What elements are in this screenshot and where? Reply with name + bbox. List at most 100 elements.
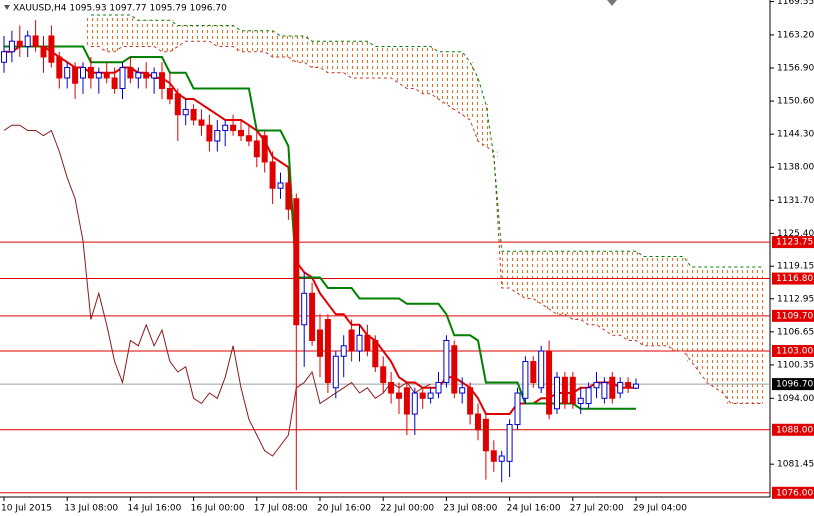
cloud xyxy=(450,51,459,110)
candle-body xyxy=(530,361,537,384)
y-tick-label: 1150.60 xyxy=(777,97,814,107)
candle-body xyxy=(554,376,560,410)
cloud xyxy=(284,35,293,57)
candle-body xyxy=(230,124,237,131)
cloud xyxy=(687,267,696,362)
level-label: 1103.00 xyxy=(776,347,813,357)
cloud xyxy=(695,267,704,373)
cloud xyxy=(742,267,751,404)
candle-body xyxy=(356,334,363,352)
y-tick-label: 1119.15 xyxy=(777,262,814,272)
candle-body xyxy=(633,383,639,389)
indicator-line xyxy=(4,45,636,410)
candle-body xyxy=(166,87,173,100)
cloud xyxy=(632,251,640,341)
level-label: 1088.00 xyxy=(776,425,813,435)
candle-body xyxy=(135,72,142,79)
candle-body xyxy=(435,382,442,394)
cloud xyxy=(576,251,585,320)
cloud xyxy=(434,51,443,99)
candle-body xyxy=(24,35,31,47)
candle-body xyxy=(190,108,197,121)
indicator-line xyxy=(90,14,763,268)
cloud xyxy=(410,46,419,89)
symbol-icon xyxy=(4,5,10,10)
candle-body xyxy=(569,376,576,405)
cloud xyxy=(260,30,269,52)
candle-body xyxy=(498,455,505,462)
candle-body xyxy=(348,329,355,352)
cloud xyxy=(276,35,285,57)
last-price-box xyxy=(772,378,814,391)
candle-body xyxy=(206,124,213,142)
y-tick-label: 1156.90 xyxy=(777,63,814,73)
level-label: 1109.70 xyxy=(776,311,813,321)
cloud xyxy=(237,30,245,52)
x-tick-label: 23 Jul 08:00 xyxy=(443,504,497,514)
candle-body xyxy=(16,40,23,47)
cloud xyxy=(600,251,609,331)
candle-body xyxy=(514,392,521,426)
cloud xyxy=(481,104,490,147)
cloud xyxy=(663,256,672,346)
candle-body xyxy=(301,292,308,326)
candle-body xyxy=(32,35,39,47)
cloud xyxy=(726,267,735,404)
x-tick-label: 22 Jul 00:00 xyxy=(380,504,434,514)
cloud xyxy=(521,251,530,299)
candle-body xyxy=(538,350,545,389)
level-label: 1076.00 xyxy=(776,488,813,498)
candle-body xyxy=(467,387,474,415)
cloud xyxy=(323,41,332,73)
cloud xyxy=(126,14,135,47)
cloud xyxy=(197,25,206,42)
cloud xyxy=(94,14,103,47)
y-tick-label: 1169.55 xyxy=(777,0,814,7)
cloud xyxy=(529,251,538,299)
cloud xyxy=(244,30,253,52)
candle-body xyxy=(403,387,410,415)
cloud xyxy=(458,51,467,115)
cloud xyxy=(418,46,427,94)
cloud xyxy=(213,25,222,47)
cloud xyxy=(758,267,767,404)
candle-body xyxy=(593,382,600,389)
candle-body xyxy=(625,382,632,389)
candle-body xyxy=(577,397,584,405)
cloud xyxy=(647,256,656,346)
cloud xyxy=(553,251,561,315)
candle-body xyxy=(451,345,458,394)
y-tick-label: 1106.65 xyxy=(777,327,814,337)
candle-body xyxy=(198,119,205,126)
candle-body xyxy=(87,66,94,79)
candle-body xyxy=(40,45,47,58)
candle-body xyxy=(245,135,252,142)
candle-body xyxy=(277,182,284,189)
cloud xyxy=(560,251,569,315)
cloud xyxy=(150,20,159,47)
cloud xyxy=(221,25,230,47)
candle-body xyxy=(482,418,489,452)
indicator-line xyxy=(3,124,431,457)
cloud xyxy=(734,267,743,404)
candle-body xyxy=(490,450,497,462)
candle-body xyxy=(80,66,86,79)
cloud xyxy=(292,35,301,63)
candle-body xyxy=(522,361,529,399)
y-tick-label: 1138.00 xyxy=(777,163,814,173)
candle-body xyxy=(119,66,126,89)
cloud xyxy=(608,251,617,336)
candle-body xyxy=(182,108,189,116)
level-box xyxy=(772,423,814,436)
candle-body xyxy=(127,66,134,79)
candle-body xyxy=(293,198,300,326)
cloud xyxy=(102,14,111,52)
level-box xyxy=(772,272,814,285)
cloud xyxy=(426,46,435,94)
cloud xyxy=(331,41,340,73)
cloud xyxy=(395,46,403,84)
x-tick-label: 29 Jul 04:00 xyxy=(633,504,687,514)
candle-body xyxy=(8,40,15,53)
cloud xyxy=(442,51,451,105)
y-tick-label: 1100.35 xyxy=(777,360,814,370)
